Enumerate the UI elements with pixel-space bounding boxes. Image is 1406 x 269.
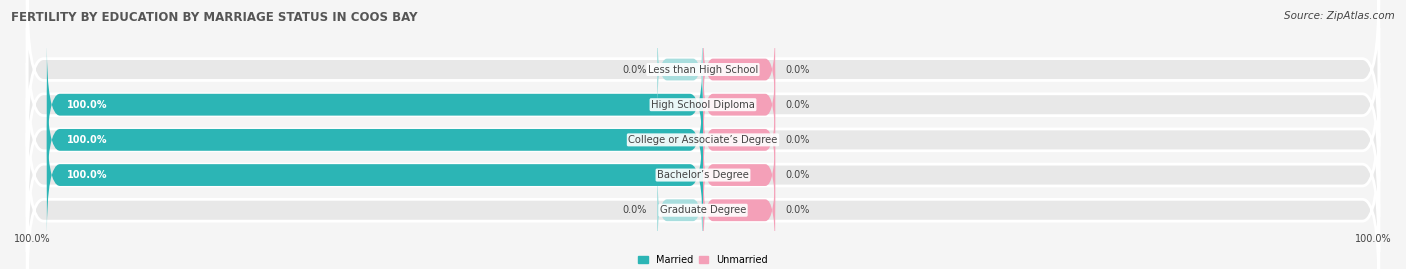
Text: 0.0%: 0.0%: [785, 170, 810, 180]
Legend: Married, Unmarried: Married, Unmarried: [636, 253, 770, 267]
Text: 0.0%: 0.0%: [785, 65, 810, 75]
FancyBboxPatch shape: [27, 133, 1379, 269]
FancyBboxPatch shape: [27, 28, 1379, 182]
FancyBboxPatch shape: [703, 133, 775, 217]
FancyBboxPatch shape: [27, 98, 1379, 252]
Text: 100.0%: 100.0%: [66, 100, 107, 110]
Text: 100.0%: 100.0%: [66, 135, 107, 145]
Text: 0.0%: 0.0%: [623, 65, 647, 75]
Text: 0.0%: 0.0%: [785, 135, 810, 145]
FancyBboxPatch shape: [657, 28, 703, 111]
Text: 0.0%: 0.0%: [785, 100, 810, 110]
Text: Graduate Degree: Graduate Degree: [659, 205, 747, 215]
FancyBboxPatch shape: [703, 98, 775, 182]
Text: 100.0%: 100.0%: [14, 234, 51, 244]
Text: 100.0%: 100.0%: [66, 170, 107, 180]
FancyBboxPatch shape: [46, 116, 703, 235]
FancyBboxPatch shape: [27, 63, 1379, 217]
FancyBboxPatch shape: [703, 168, 775, 252]
Text: Less than High School: Less than High School: [648, 65, 758, 75]
Text: FERTILITY BY EDUCATION BY MARRIAGE STATUS IN COOS BAY: FERTILITY BY EDUCATION BY MARRIAGE STATU…: [11, 11, 418, 24]
Text: 0.0%: 0.0%: [785, 205, 810, 215]
FancyBboxPatch shape: [703, 28, 775, 111]
FancyBboxPatch shape: [27, 0, 1379, 147]
Text: High School Diploma: High School Diploma: [651, 100, 755, 110]
FancyBboxPatch shape: [657, 168, 703, 252]
FancyBboxPatch shape: [46, 45, 703, 164]
FancyBboxPatch shape: [703, 63, 775, 147]
FancyBboxPatch shape: [46, 80, 703, 199]
Text: College or Associate’s Degree: College or Associate’s Degree: [628, 135, 778, 145]
Text: Bachelor’s Degree: Bachelor’s Degree: [657, 170, 749, 180]
Text: 100.0%: 100.0%: [1355, 234, 1392, 244]
Text: Source: ZipAtlas.com: Source: ZipAtlas.com: [1284, 11, 1395, 21]
Text: 0.0%: 0.0%: [623, 205, 647, 215]
